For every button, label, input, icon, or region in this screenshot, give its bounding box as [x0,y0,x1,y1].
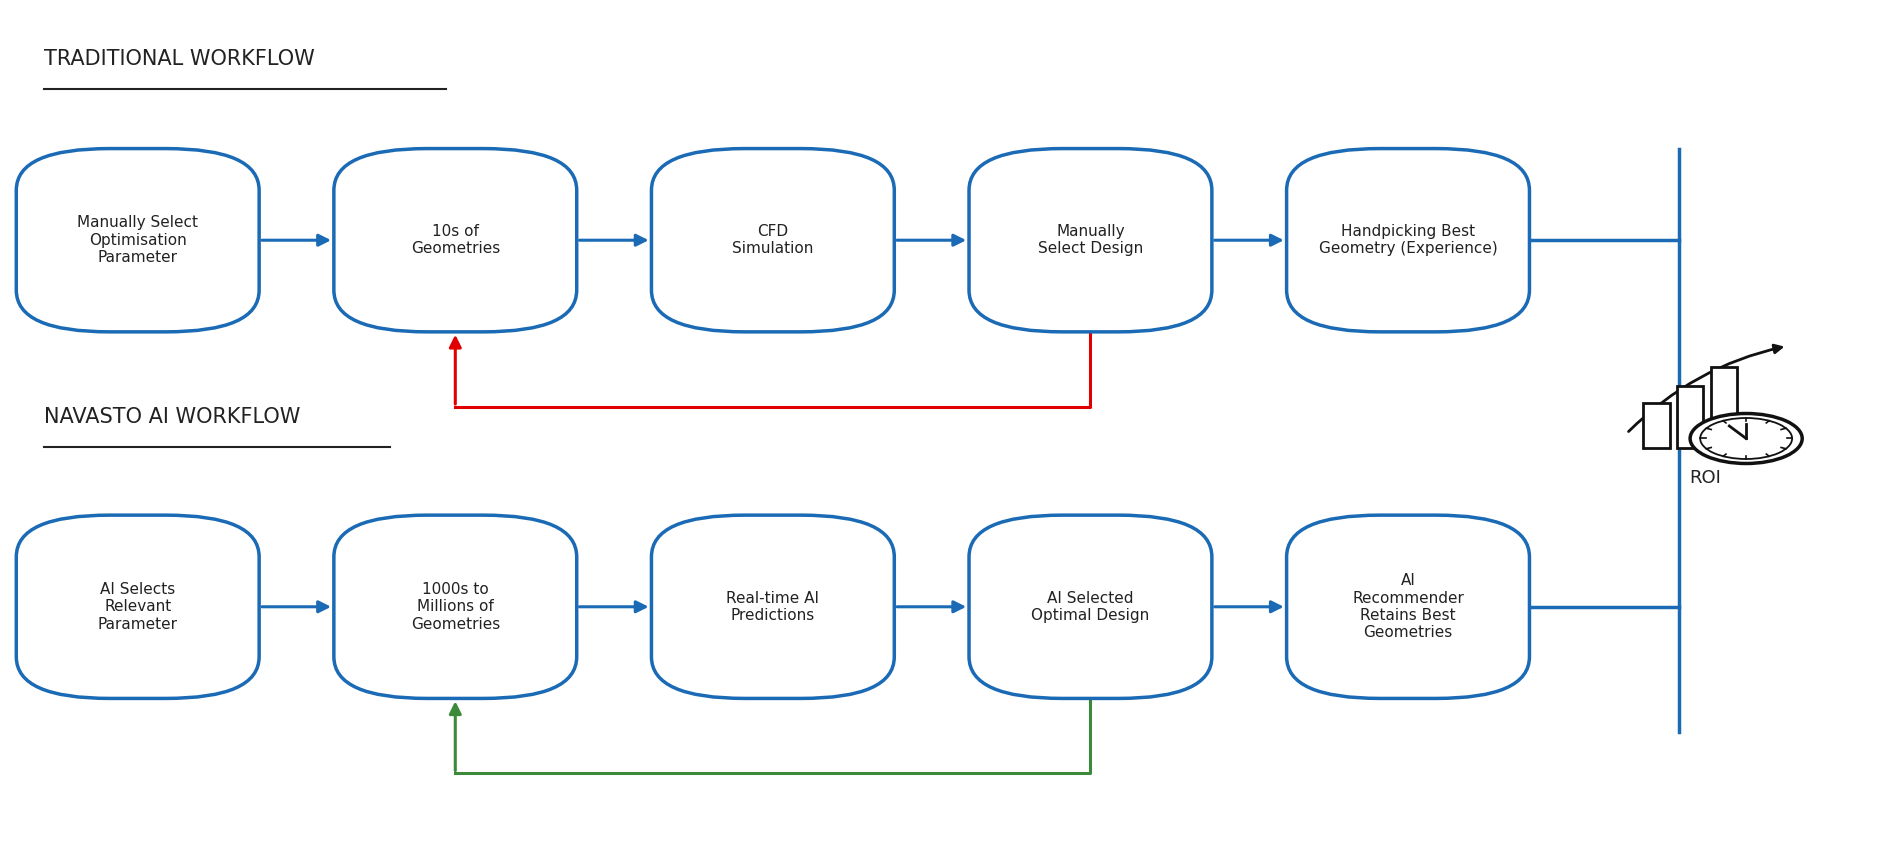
FancyBboxPatch shape [651,515,894,699]
FancyBboxPatch shape [1287,515,1530,699]
Text: ROI: ROI [1690,469,1720,487]
FancyBboxPatch shape [333,148,576,332]
FancyBboxPatch shape [333,515,576,699]
Text: AI
Recommender
Retains Best
Geometries: AI Recommender Retains Best Geometries [1351,573,1464,640]
FancyBboxPatch shape [17,148,260,332]
Circle shape [1690,413,1803,463]
Circle shape [1699,418,1792,459]
Text: CFD
Simulation: CFD Simulation [732,224,813,257]
FancyBboxPatch shape [651,148,894,332]
FancyBboxPatch shape [969,148,1212,332]
FancyBboxPatch shape [1711,367,1737,449]
Text: TRADITIONAL WORKFLOW: TRADITIONAL WORKFLOW [45,48,314,69]
Text: 1000s to
Millions of
Geometries: 1000s to Millions of Geometries [410,582,501,632]
Text: Manually Select
Optimisation
Parameter: Manually Select Optimisation Parameter [77,215,198,265]
Text: AI Selected
Optimal Design: AI Selected Optimal Design [1031,590,1150,623]
FancyBboxPatch shape [1287,148,1530,332]
FancyBboxPatch shape [17,515,260,699]
Text: 10s of
Geometries: 10s of Geometries [410,224,501,257]
Text: Handpicking Best
Geometry (Experience): Handpicking Best Geometry (Experience) [1319,224,1498,257]
Text: Real-time AI
Predictions: Real-time AI Predictions [726,590,819,623]
Text: Manually
Select Design: Manually Select Design [1037,224,1142,257]
FancyBboxPatch shape [1677,386,1703,449]
Text: NAVASTO AI WORKFLOW: NAVASTO AI WORKFLOW [45,407,301,427]
FancyBboxPatch shape [969,515,1212,699]
FancyBboxPatch shape [1643,402,1669,449]
Text: AI Selects
Relevant
Parameter: AI Selects Relevant Parameter [98,582,177,632]
